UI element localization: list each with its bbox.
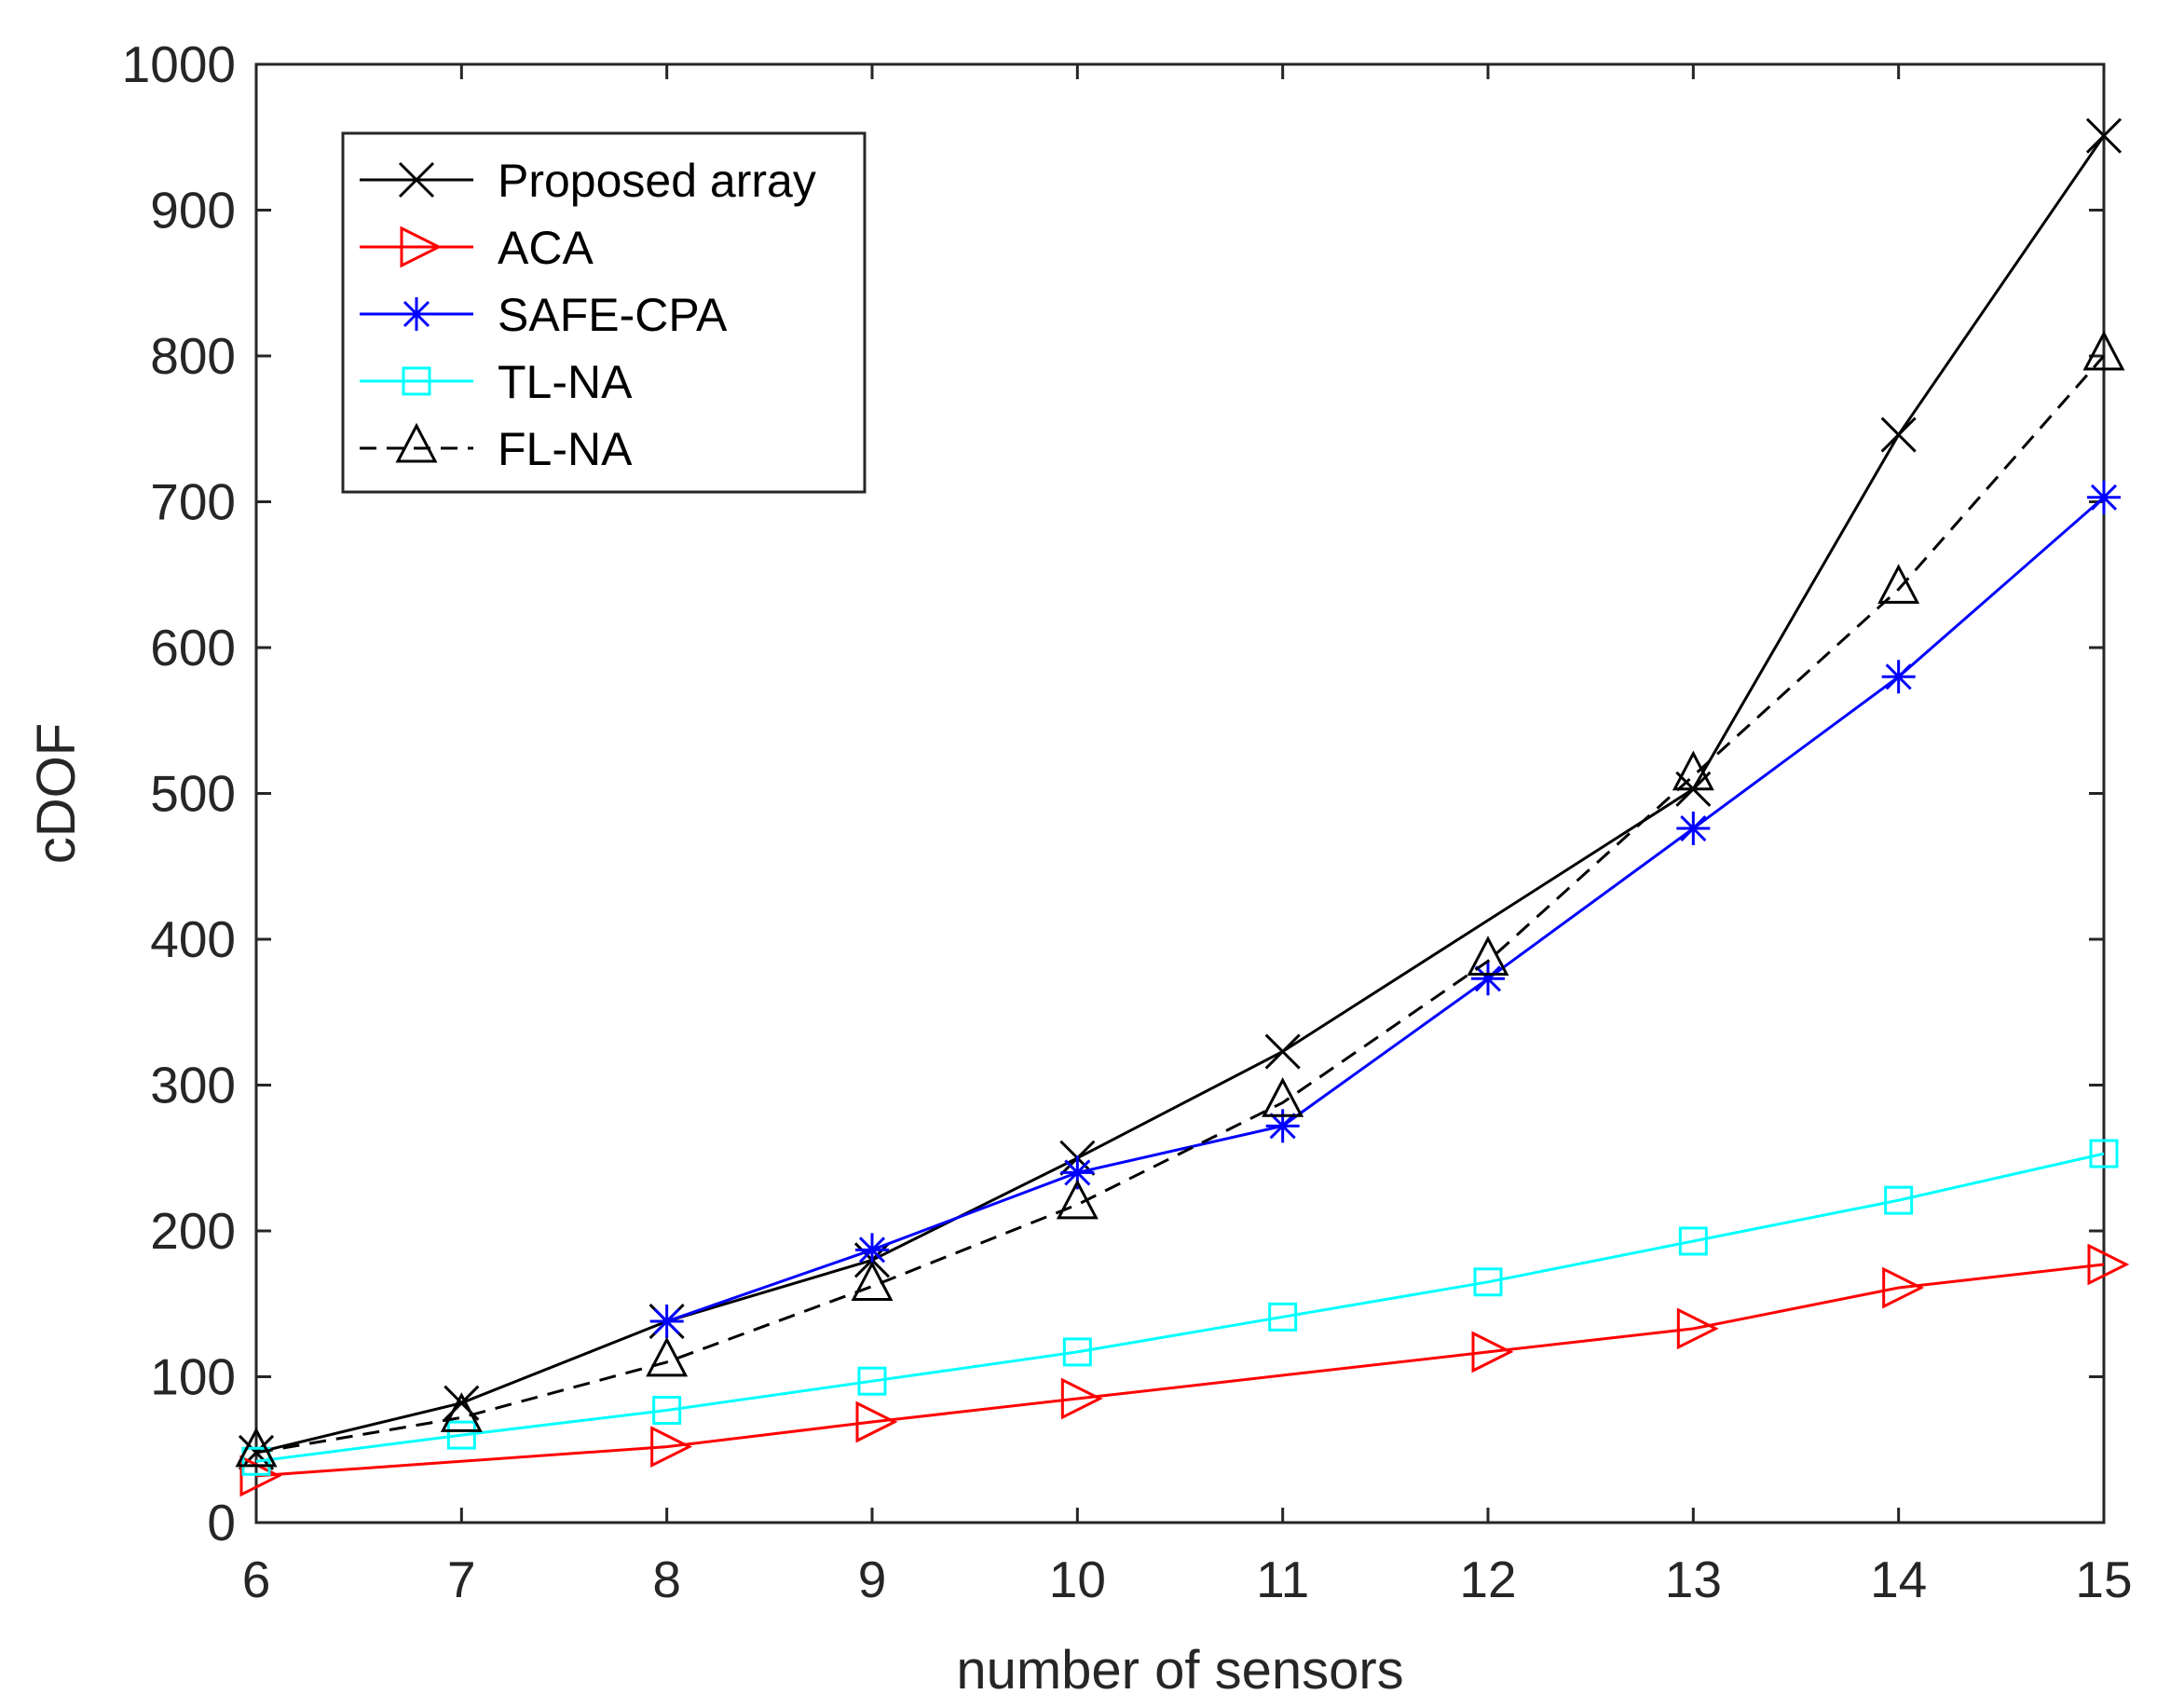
y-axis-label: cDOF — [26, 723, 87, 864]
legend-marker — [395, 422, 438, 463]
x-tick-label: 10 — [1049, 1551, 1106, 1608]
data-point — [1473, 1267, 1503, 1297]
series-line — [255, 1263, 2105, 1478]
data-point — [2087, 1243, 2130, 1286]
series-safe-cpa — [649, 480, 2121, 1339]
data-point — [446, 1420, 476, 1450]
y-tick-label: 400 — [150, 910, 236, 968]
legend-marker — [400, 225, 443, 268]
y-tick-label: 700 — [150, 473, 236, 531]
legend-label: ACA — [498, 222, 594, 274]
data-point — [1268, 1302, 1298, 1332]
data-point — [1262, 1077, 1304, 1117]
x-tick-label: 14 — [1870, 1551, 1927, 1608]
legend-marker — [400, 297, 433, 331]
legend-item: Proposed array — [360, 155, 816, 207]
data-point — [1265, 1109, 1300, 1143]
data-point — [652, 1395, 682, 1425]
data-point — [1471, 962, 1505, 996]
legend-marker — [402, 366, 431, 396]
data-point — [440, 1392, 483, 1432]
legend-label: FL-NA — [498, 423, 633, 475]
y-tick-label: 200 — [150, 1202, 236, 1260]
data-point — [855, 1401, 898, 1443]
data-point — [1676, 812, 1711, 846]
y-tick-label: 600 — [150, 619, 236, 676]
y-tick-label: 100 — [150, 1348, 236, 1406]
data-point — [1264, 1033, 1301, 1070]
data-point — [851, 1261, 894, 1301]
series-line — [255, 1152, 2105, 1463]
data-point — [1062, 1337, 1092, 1367]
data-point — [1676, 1307, 1719, 1350]
legend-item: SAFE-CPA — [360, 289, 728, 341]
series-line — [255, 355, 2106, 1455]
data-point — [650, 1426, 693, 1469]
data-point — [1056, 1179, 1099, 1220]
x-tick-label: 7 — [447, 1551, 476, 1608]
data-point — [1882, 1266, 1925, 1309]
y-tick-label: 500 — [150, 765, 236, 823]
data-point — [1467, 936, 1509, 976]
x-tick-label: 15 — [2075, 1551, 2132, 1608]
x-tick-label: 13 — [1665, 1551, 1722, 1608]
x-tick-label: 9 — [858, 1551, 887, 1608]
y-tick-label: 900 — [150, 182, 236, 239]
series-fl-na — [235, 330, 2125, 1468]
data-point — [1884, 1185, 1914, 1215]
data-point — [1678, 1226, 1708, 1256]
legend-item: FL-NA — [360, 422, 633, 475]
x-tick-label: 6 — [242, 1551, 271, 1608]
legend-label: TL-NA — [498, 356, 633, 408]
data-point — [2085, 117, 2123, 154]
legend-label: SAFE-CPA — [498, 289, 728, 341]
y-tick-label: 800 — [150, 327, 236, 385]
legend-item: ACA — [360, 222, 594, 274]
data-point — [2082, 330, 2125, 371]
data-point — [2089, 1139, 2119, 1168]
x-tick-label: 11 — [1256, 1551, 1309, 1608]
data-point — [235, 1427, 278, 1468]
data-point — [646, 1336, 689, 1377]
x-axis-label: number of sensors — [956, 1640, 1403, 1701]
data-point — [1881, 660, 1916, 694]
data-point — [2087, 480, 2121, 514]
data-point — [649, 1305, 684, 1339]
legend-label: Proposed array — [498, 155, 816, 207]
y-tick-label: 0 — [207, 1494, 236, 1551]
legend-marker — [398, 161, 435, 198]
series-aca — [239, 1243, 2130, 1497]
data-point — [1672, 750, 1714, 791]
data-point — [1877, 564, 1920, 604]
series-line — [666, 496, 2105, 1323]
x-tick-label: 8 — [652, 1551, 681, 1608]
y-tick-label: 300 — [150, 1057, 236, 1114]
data-point — [241, 1446, 271, 1476]
legend-item: TL-NA — [360, 356, 633, 408]
data-point — [1471, 1331, 1514, 1373]
data-point — [1060, 1155, 1095, 1190]
data-point — [855, 1233, 889, 1267]
y-tick-label: 1000 — [122, 35, 236, 93]
data-point — [1880, 417, 1917, 453]
data-point — [857, 1366, 887, 1396]
data-point — [1060, 1377, 1103, 1420]
x-tick-label: 12 — [1459, 1551, 1516, 1608]
series-tl-na — [241, 1139, 2119, 1476]
